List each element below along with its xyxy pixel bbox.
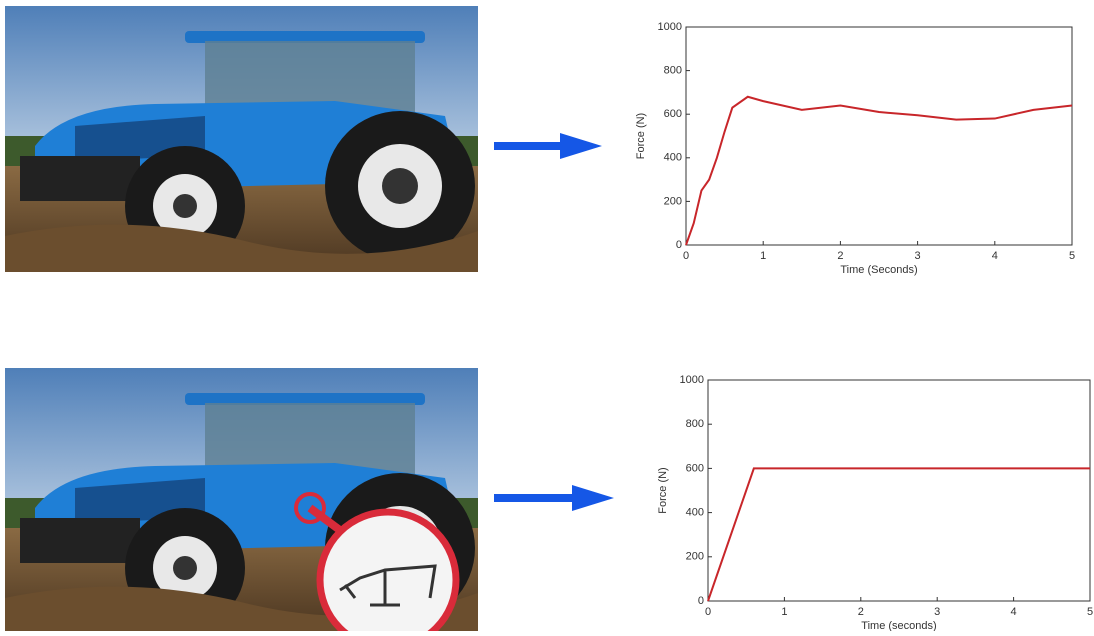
x-tick-label: 5 <box>1069 250 1075 262</box>
x-tick-label: 1 <box>781 606 787 618</box>
y-axis-label: Force (N) <box>657 467 669 513</box>
x-tick-label: 4 <box>992 250 998 262</box>
y-tick-label: 1000 <box>680 374 704 386</box>
x-tick-label: 2 <box>837 250 843 262</box>
data-line <box>686 97 1072 245</box>
y-tick-label: 1000 <box>658 21 682 33</box>
y-tick-label: 0 <box>676 239 682 251</box>
y-tick-label: 200 <box>664 195 682 207</box>
y-tick-label: 600 <box>686 462 704 474</box>
y-tick-label: 400 <box>686 507 704 519</box>
x-tick-label: 2 <box>858 606 864 618</box>
y-tick-label: 800 <box>686 418 704 430</box>
plot-frame <box>686 27 1072 245</box>
page: {"chart_data": [ {"type": "line", "xlabe… <box>0 0 1094 631</box>
arrow <box>494 485 614 511</box>
x-tick-label: 3 <box>934 606 940 618</box>
x-axis-label: Time (Seconds) <box>840 264 917 276</box>
y-tick-label: 400 <box>664 152 682 164</box>
x-tick-label: 1 <box>760 250 766 262</box>
data-line <box>708 468 1090 601</box>
y-tick-label: 200 <box>686 551 704 563</box>
plot-frame <box>708 380 1090 601</box>
tractor-photo <box>5 6 478 272</box>
x-axis-label: Time (seconds) <box>861 620 936 631</box>
x-tick-label: 4 <box>1011 606 1017 618</box>
arrow <box>494 133 602 159</box>
y-tick-label: 600 <box>664 108 682 120</box>
y-axis-label: Force (N) <box>635 113 647 159</box>
x-tick-label: 3 <box>915 250 921 262</box>
x-tick-label: 0 <box>705 606 711 618</box>
y-tick-label: 0 <box>698 595 704 607</box>
y-tick-label: 800 <box>664 65 682 77</box>
x-tick-label: 5 <box>1087 606 1093 618</box>
figure: 01234502004006008001000Time (Seconds)For… <box>0 0 1094 631</box>
x-tick-label: 0 <box>683 250 689 262</box>
